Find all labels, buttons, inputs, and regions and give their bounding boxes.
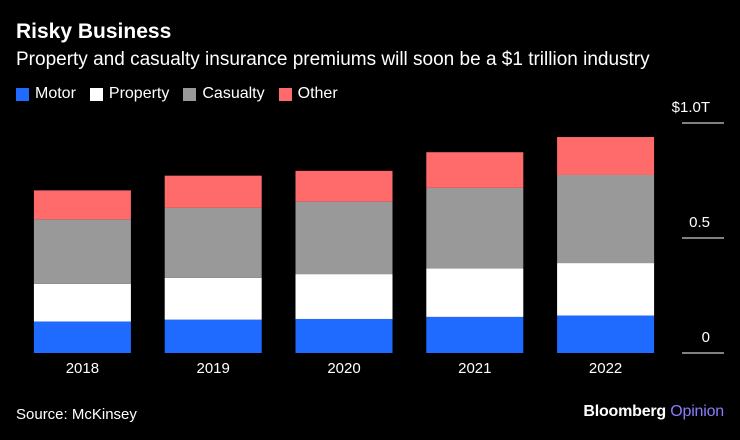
legend-label-casualty: Casualty [202, 85, 265, 102]
x-tick-label-2020: 2020 [327, 360, 360, 377]
bar-property-2021 [426, 268, 524, 317]
bar-motor-2019 [164, 319, 262, 353]
y-tick-label-1: 0.5 [689, 214, 710, 231]
bar-other-2022 [557, 137, 655, 175]
bar-motor-2018 [33, 321, 131, 353]
legend-label-property: Property [108, 85, 170, 102]
y-tick-label-2: $1.0T [672, 99, 710, 116]
chart-subtitle: Property and casualty insurance premiums… [16, 49, 650, 70]
brand-logo: Bloomberg Opinion [583, 403, 724, 421]
bar-casualty-2019 [164, 207, 262, 278]
source-note: Source: McKinsey [16, 406, 137, 423]
x-tick-label-2018: 2018 [66, 360, 99, 377]
x-tick-label-2022: 2022 [589, 360, 622, 377]
bar-property-2020 [295, 274, 393, 319]
bar-motor-2021 [426, 316, 524, 353]
legend: Motor Property Casualty Other [16, 85, 352, 103]
y-tick-label-0: 0 [702, 329, 710, 346]
bar-property-2018 [33, 283, 131, 322]
bar-casualty-2018 [33, 219, 131, 284]
legend-label-other: Other [297, 85, 338, 102]
x-tick-label-2019: 2019 [197, 360, 230, 377]
x-tick-label-2021: 2021 [458, 360, 491, 377]
bar-other-2019 [164, 175, 262, 208]
bar-other-2020 [295, 170, 393, 202]
legend-item-other: Other [278, 85, 338, 103]
legend-swatch-property [89, 87, 103, 101]
legend-swatch-casualty [183, 87, 197, 101]
bar-property-2019 [164, 277, 262, 320]
bar-casualty-2022 [557, 174, 655, 264]
chart-title: Risky Business [16, 20, 172, 43]
legend-item-motor: Motor [16, 85, 76, 103]
bar-motor-2022 [557, 315, 655, 353]
bar-casualty-2020 [295, 201, 393, 275]
bar-other-2021 [426, 152, 524, 188]
brand-suffix: Opinion [670, 403, 724, 420]
bar-casualty-2021 [426, 187, 524, 269]
legend-item-casualty: Casualty [183, 85, 265, 103]
legend-swatch-motor [16, 87, 29, 101]
bar-motor-2020 [295, 318, 393, 353]
legend-label-motor: Motor [35, 85, 76, 102]
legend-swatch-other [278, 87, 292, 101]
legend-item-property: Property [89, 85, 170, 103]
bar-property-2022 [557, 263, 655, 316]
brand-name: Bloomberg [583, 403, 666, 420]
bar-other-2018 [33, 190, 131, 220]
